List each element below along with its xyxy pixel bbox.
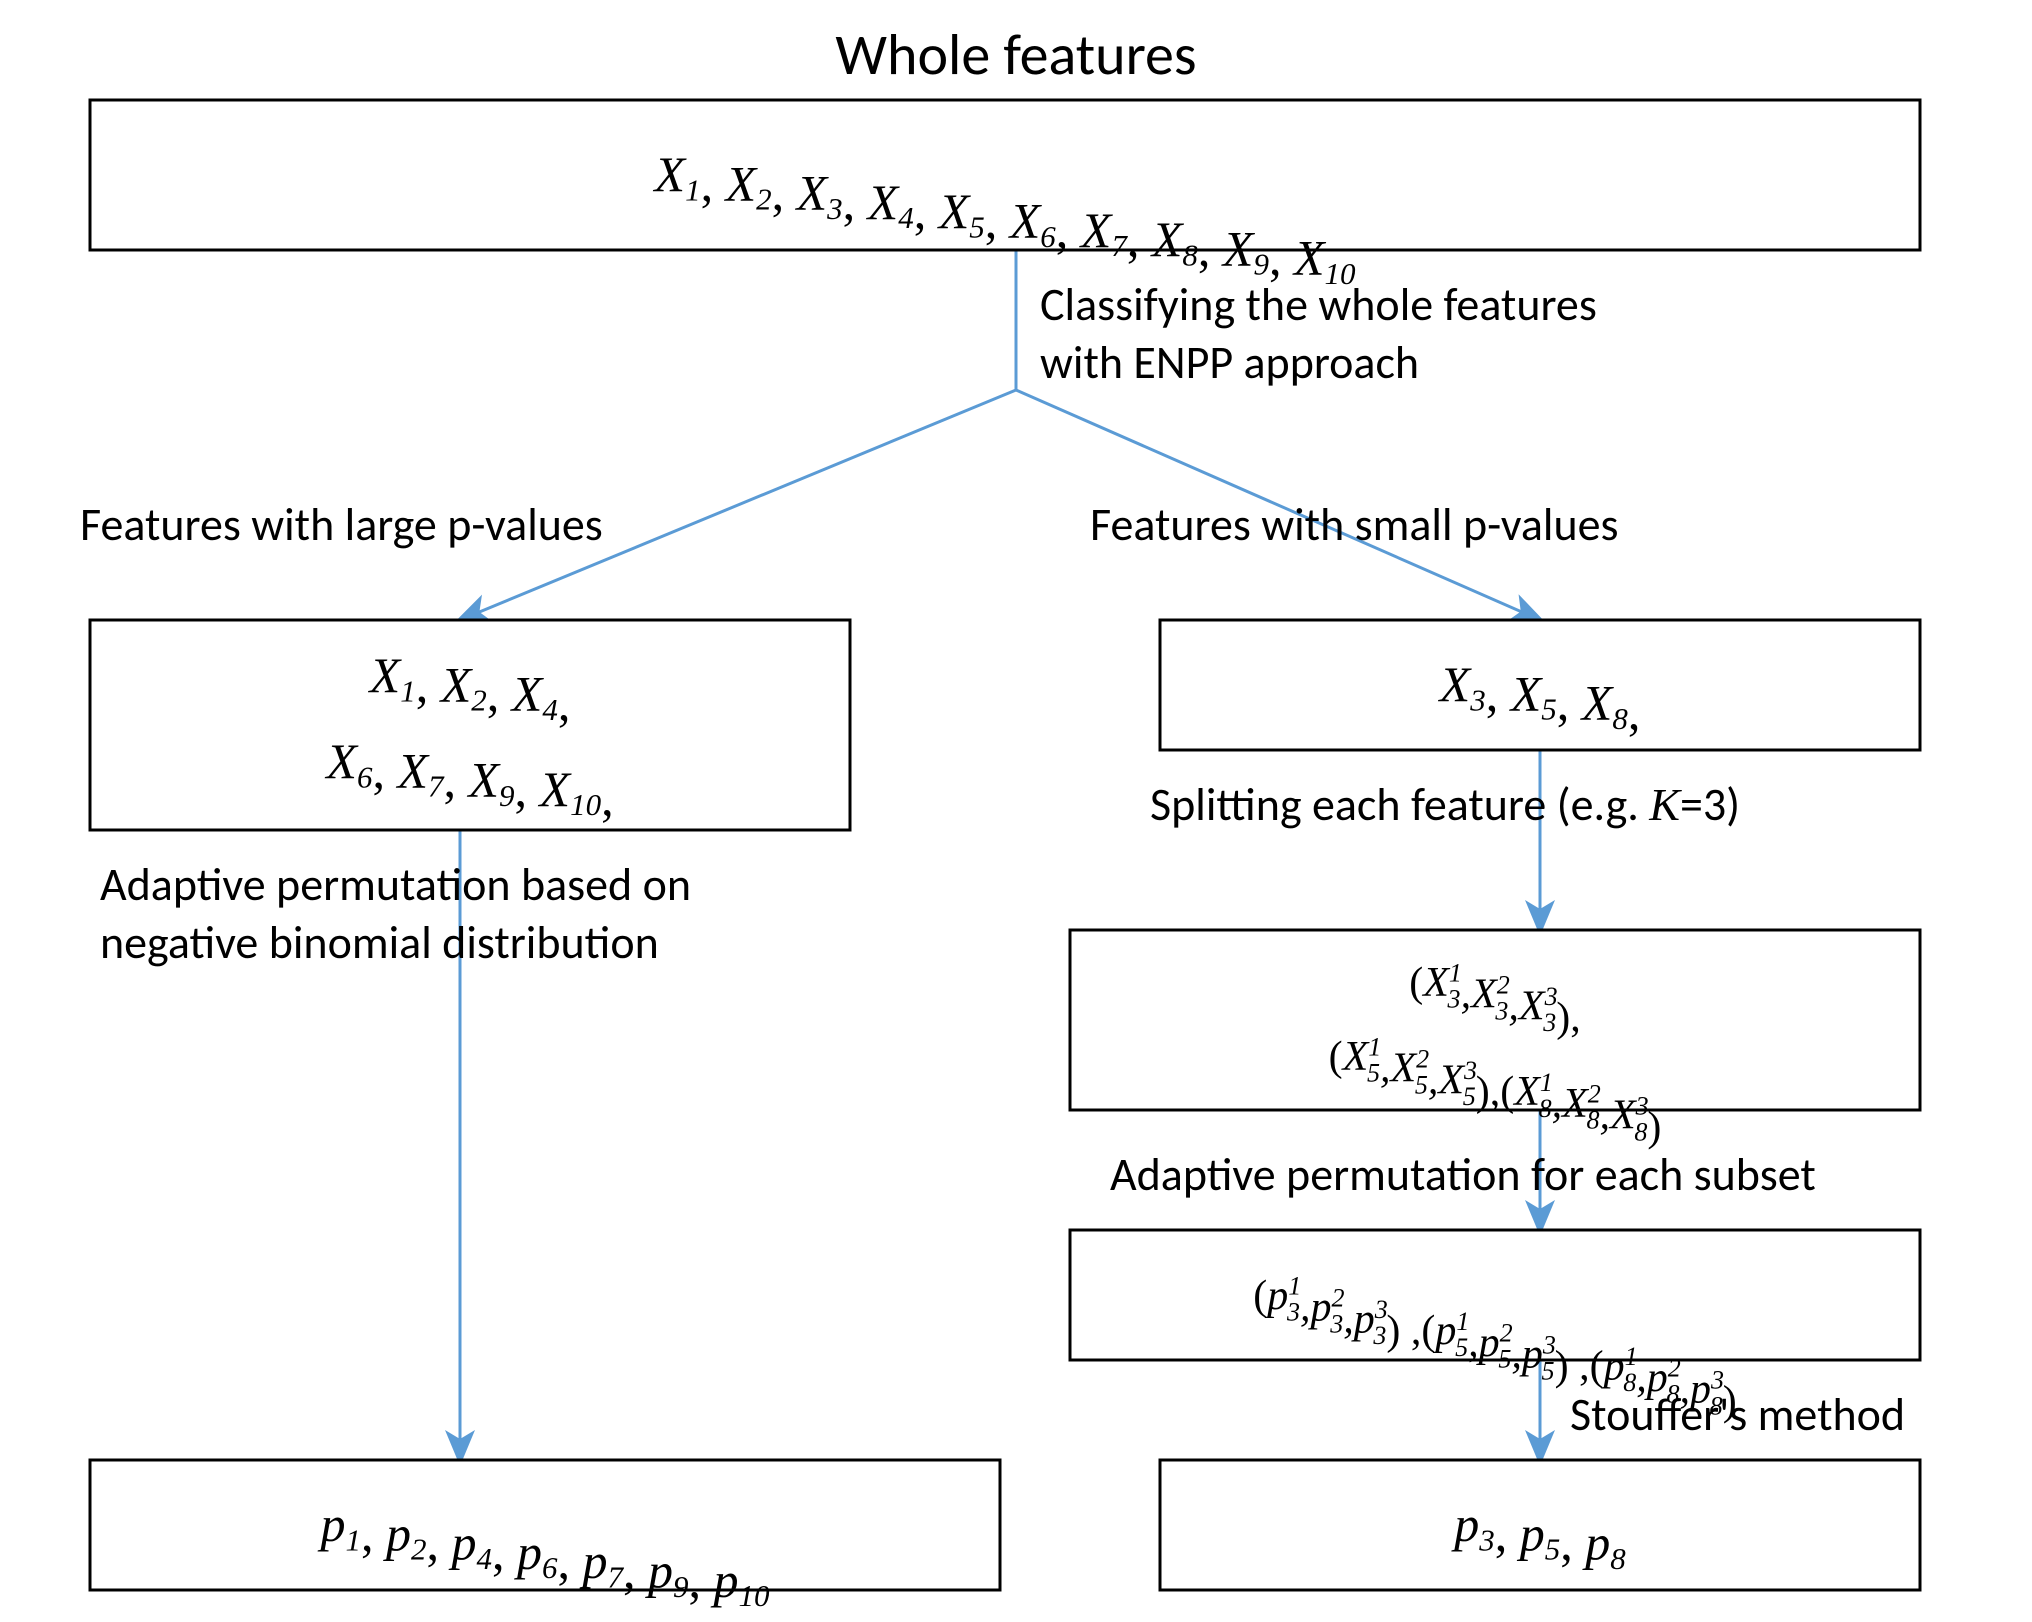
split-label: Splitting each feature (e.g. K=3) (1150, 777, 1740, 833)
left-method-2: negative binomial distribution (100, 915, 659, 971)
classify-label-2: with ENPP approach (1040, 335, 1419, 391)
right-branch-label: Features with small p-values (1090, 497, 1619, 553)
classify-label-1: Classifying the whole features (1040, 277, 1597, 333)
page-title: Whole features (835, 19, 1196, 90)
left-method-1: Adaptive permutation based on (100, 857, 691, 913)
left-branch-label: Features with large p-values (80, 497, 603, 553)
adaptive-subset-label: Adaptive permutation for each subset (1110, 1147, 1816, 1203)
stouffer-label: Stouffer's method (1570, 1387, 1905, 1443)
flowchart-canvas: Whole featuresX1, X2, X3, X4, X5, X6, X7… (0, 0, 2032, 1622)
